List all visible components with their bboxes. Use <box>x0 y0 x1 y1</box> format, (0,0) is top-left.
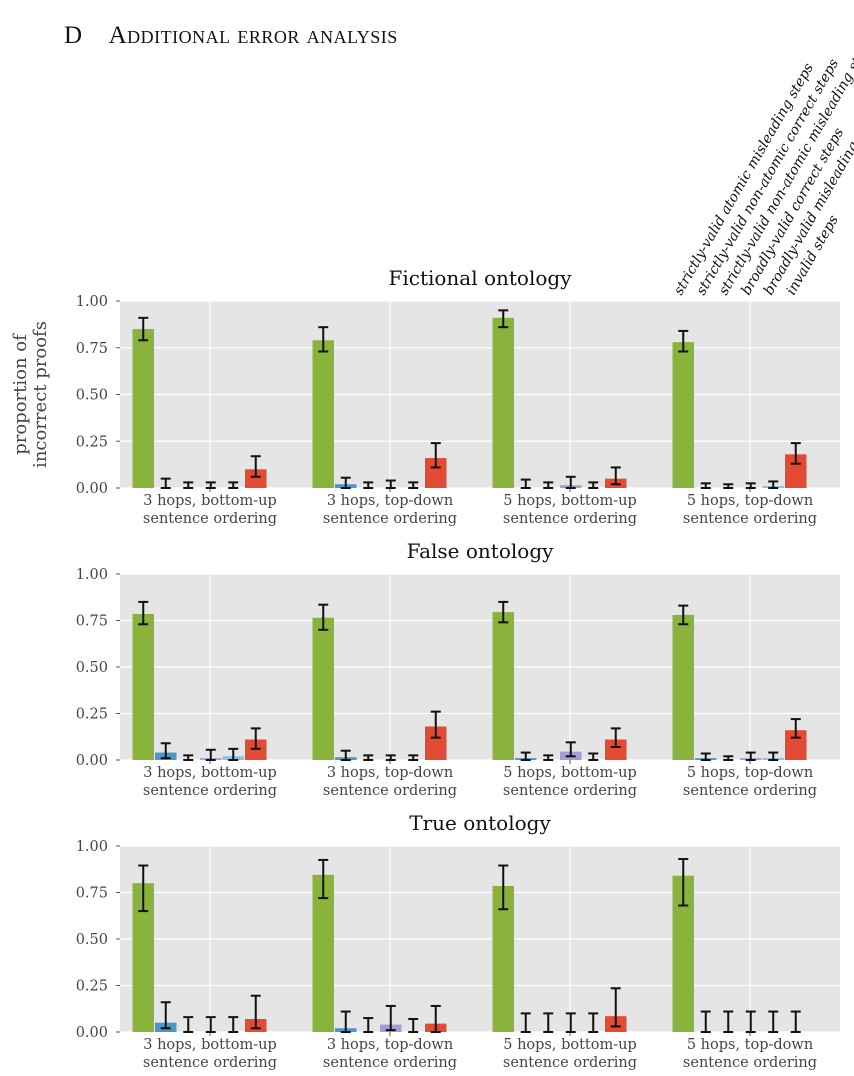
y-tick-label: 0.25 <box>76 434 108 450</box>
x-tick-label: 5 hops, bottom-up <box>503 493 637 509</box>
y-tick-label: 1.00 <box>76 294 108 310</box>
x-tick-label: sentence ordering <box>323 511 457 527</box>
section-title: Additional error analysis <box>108 22 398 49</box>
y-tick-label: 0.00 <box>76 753 108 769</box>
bar <box>492 885 514 1032</box>
chart-panel-2: 0.00 0.25 0.50 0.75 1.00 False ontology 3 hops… <box>76 539 840 799</box>
x-tick-label: sentence ordering <box>683 783 817 799</box>
bar <box>672 875 694 1032</box>
x-tick-label: sentence ordering <box>683 511 817 527</box>
x-tick-label: 5 hops, top-down <box>687 493 813 509</box>
x-tick-label: sentence ordering <box>503 511 637 527</box>
x-tick-label: 3 hops, top-down <box>327 765 453 781</box>
x-tick-label: sentence ordering <box>323 783 457 799</box>
y-tick-label: 0.00 <box>76 1025 108 1041</box>
x-tick-label: 3 hops, bottom-up <box>143 765 277 781</box>
x-tick-label: 5 hops, top-down <box>687 1037 813 1053</box>
x-tick-label: sentence ordering <box>323 1055 457 1071</box>
y-tick-label: 0.75 <box>76 886 108 902</box>
y-tick-label: 0.50 <box>76 388 108 404</box>
bar <box>425 726 447 760</box>
chart-panel-1: 0.00 0.25 0.50 0.75 1.00 Fictional ontology pr… <box>10 266 840 527</box>
y-axis-label-line: incorrect proofs <box>30 321 51 468</box>
bar <box>785 730 807 760</box>
bar <box>672 342 694 488</box>
y-tick-label: 1.00 <box>76 839 108 855</box>
y-tick-label: 0.25 <box>76 707 108 723</box>
bar <box>132 329 154 488</box>
chart-panel-3: 0.00 0.25 0.50 0.75 1.00 True ontology 3 hops,… <box>76 811 840 1071</box>
y-tick-label: 0.50 <box>76 660 108 676</box>
bar <box>245 469 267 488</box>
x-tick-label: sentence ordering <box>683 1055 817 1071</box>
x-tick-label: 5 hops, bottom-up <box>503 765 637 781</box>
section-number: D <box>64 22 83 49</box>
legend: strictly-valid atomic misleading stepsst… <box>671 34 854 298</box>
y-tick-label: 0.25 <box>76 979 108 995</box>
bar <box>425 458 447 488</box>
x-tick-label: sentence ordering <box>143 783 277 799</box>
y-axis-label-line: proportion of <box>10 333 31 455</box>
bar <box>605 739 627 760</box>
bar <box>312 617 334 760</box>
bar <box>312 874 334 1032</box>
chart-title: True ontology <box>409 811 551 835</box>
x-tick-label: 5 hops, bottom-up <box>503 1037 637 1053</box>
y-tick-label: 0.50 <box>76 932 108 948</box>
bar <box>312 340 334 488</box>
section-heading: D Additional error analysis <box>64 22 398 50</box>
y-tick-label: 0.75 <box>76 341 108 357</box>
x-tick-label: sentence ordering <box>503 1055 637 1071</box>
bar <box>132 883 154 1032</box>
y-tick-label: 1.00 <box>76 567 108 583</box>
chart-title: Fictional ontology <box>388 266 572 290</box>
x-tick-label: sentence ordering <box>503 783 637 799</box>
y-axis-label: proportion ofincorrect proofs <box>10 321 51 468</box>
x-tick-label: 3 hops, top-down <box>327 1037 453 1053</box>
bar <box>672 614 694 760</box>
x-tick-label: sentence ordering <box>143 511 277 527</box>
bar <box>492 317 514 488</box>
x-tick-label: 5 hops, top-down <box>687 765 813 781</box>
chart-title: False ontology <box>407 539 555 563</box>
bar <box>132 613 154 760</box>
y-tick-label: 0.00 <box>76 481 108 497</box>
x-tick-label: 3 hops, bottom-up <box>143 1037 277 1053</box>
x-tick-label: 3 hops, bottom-up <box>143 493 277 509</box>
x-tick-label: sentence ordering <box>143 1055 277 1071</box>
x-tick-label: 3 hops, top-down <box>327 493 453 509</box>
y-tick-label: 0.75 <box>76 614 108 630</box>
bar <box>492 612 514 760</box>
bar <box>785 454 807 488</box>
